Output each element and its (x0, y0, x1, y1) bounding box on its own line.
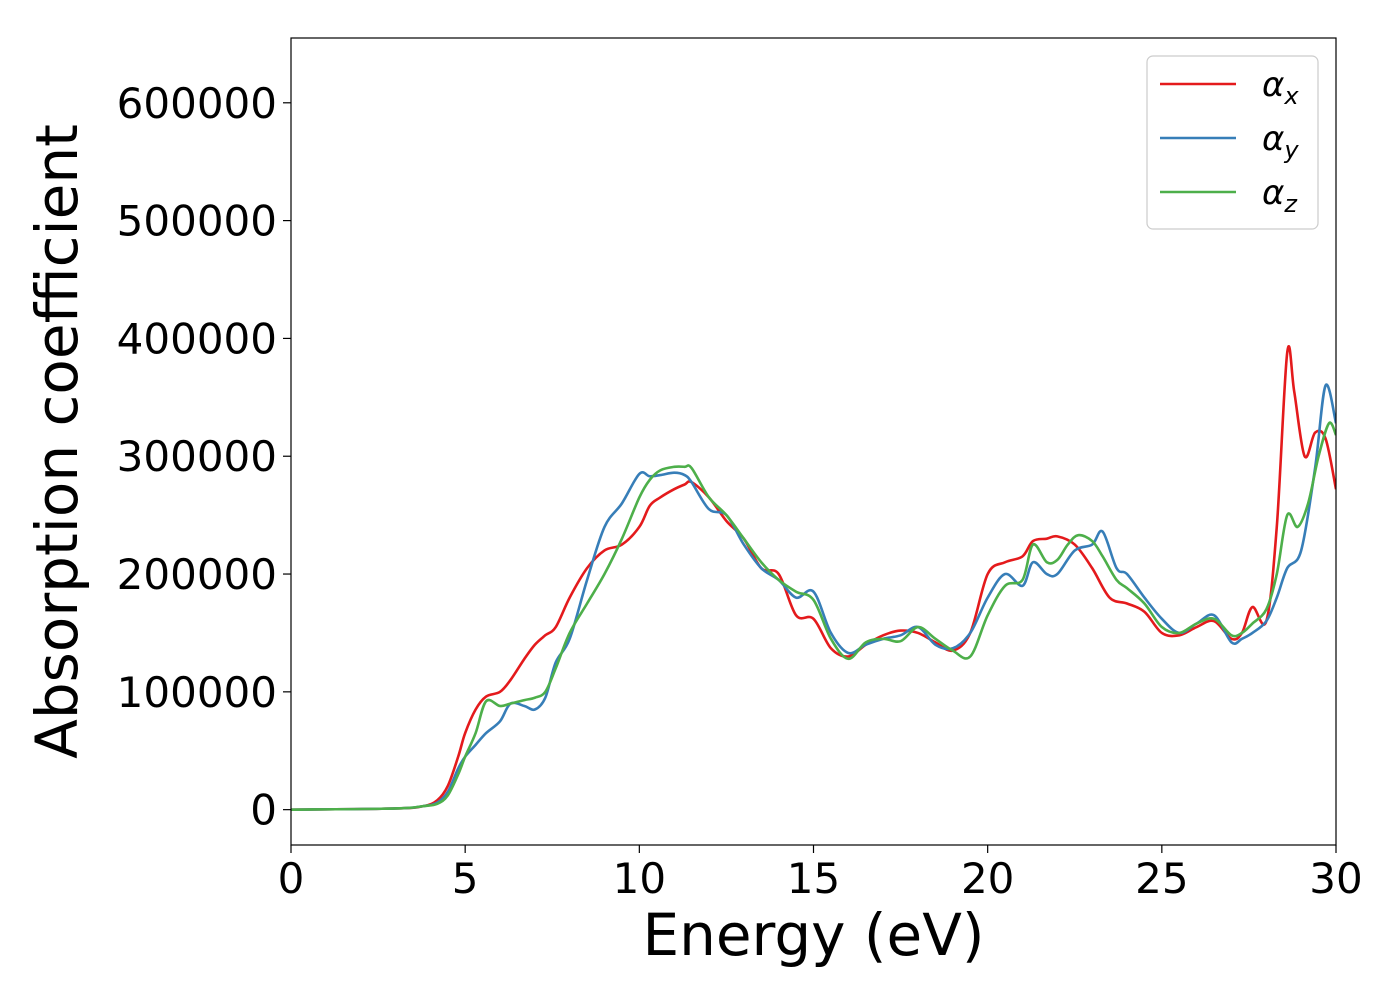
x-axis-label: Energy (eV) (642, 901, 984, 969)
series-layer (291, 344, 1336, 811)
series-line-y (291, 383, 1336, 811)
series-line-x (291, 344, 1336, 811)
y-tick-label: 300000 (117, 432, 277, 481)
legend-label-y: αy (1262, 119, 1299, 164)
x-tick-label: 20 (961, 854, 1014, 903)
y-tick-label: 0 (250, 786, 277, 835)
x-axis: 0 5 10 15 20 25 30 (278, 845, 1363, 903)
y-axis: 0 100000 200000 300000 400000 500000 600000 (117, 79, 291, 835)
y-tick-label: 100000 (117, 668, 277, 717)
y-axis-label: Absorption coefficient (23, 124, 91, 759)
x-tick-label: 30 (1309, 854, 1362, 903)
legend-label-x: αx (1262, 65, 1299, 110)
legend-label-z: αz (1262, 173, 1298, 218)
series-line-z (291, 421, 1336, 811)
y-tick-label: 400000 (117, 314, 277, 363)
x-tick-label: 15 (787, 854, 840, 903)
x-tick-label: 25 (1135, 854, 1188, 903)
legend-label-main: α (1262, 173, 1284, 213)
x-tick-label: 5 (452, 854, 479, 903)
legend-box (1146, 55, 1319, 230)
legend-label-main: α (1262, 119, 1284, 159)
legend-label-sub: y (1283, 136, 1299, 164)
y-tick-label: 600000 (117, 79, 277, 128)
legend-label-sub: x (1283, 82, 1299, 110)
y-tick-label: 200000 (117, 550, 277, 599)
legend-label-sub: z (1283, 190, 1298, 218)
legend-label-main: α (1262, 65, 1284, 105)
x-tick-label: 10 (613, 854, 666, 903)
y-tick-label: 500000 (117, 197, 277, 246)
x-tick-label: 0 (278, 854, 305, 903)
